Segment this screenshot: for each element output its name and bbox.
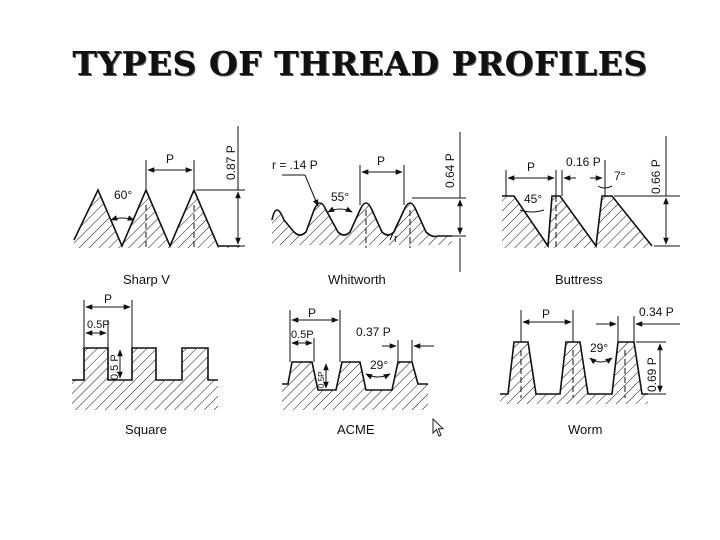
acme-depth-label: 0.5P [317, 372, 326, 388]
worm-profile [500, 310, 680, 404]
sharp-v-angle-label: 60° [114, 188, 132, 202]
square-depth-label: 0.5 P [109, 354, 121, 380]
square-caption: Square [125, 422, 167, 437]
buttress-face-angle-label: 45° [524, 192, 542, 206]
buttress-profile [502, 136, 680, 249]
buttress-flat-label: 0.16 P [566, 155, 601, 169]
buttress-back-angle-label: 7° [614, 169, 626, 183]
acme-caption: ACME [337, 422, 375, 437]
mouse-cursor-icon [432, 418, 445, 437]
slide-title: TYPES OF THREAD PROFILES [72, 44, 648, 83]
acme-pitch-label: P [308, 306, 316, 320]
worm-caption: Worm [568, 422, 602, 437]
whitworth-angle-label: 55° [331, 190, 349, 204]
buttress-pitch-label: P [527, 160, 535, 174]
worm-angle-label: 29° [590, 341, 608, 355]
worm-pitch-label: P [542, 307, 550, 321]
square-profile [72, 300, 218, 410]
acme-profile [282, 310, 434, 410]
buttress-caption: Buttress [555, 272, 603, 287]
whitworth-profile [271, 132, 466, 272]
sharp-v-profile [73, 126, 245, 250]
buttress-depth-label: 0.66 P [649, 159, 663, 194]
whitworth-caption: Whitworth [328, 272, 386, 287]
sharp-v-depth-label: 0.87 P [224, 145, 238, 180]
sharp-v-caption: Sharp V [123, 272, 170, 287]
sharp-v-pitch-label: P [166, 152, 174, 166]
worm-depth-label: 0.69 P [645, 357, 659, 392]
whitworth-depth-label: 0.64 P [443, 153, 457, 188]
acme-angle-label: 29° [370, 358, 388, 372]
whitworth-root-radius-label: r [394, 233, 398, 245]
acme-width-label: 0.5P [291, 329, 314, 341]
worm-flat-label: 0.34 P [639, 305, 674, 319]
acme-flat-label: 0.37 P [356, 325, 391, 339]
whitworth-radius-label: r = .14 P [272, 158, 318, 172]
whitworth-pitch-label: P [377, 154, 385, 168]
square-pitch-label: P [104, 292, 112, 306]
square-width-label: 0.5P [87, 319, 110, 331]
